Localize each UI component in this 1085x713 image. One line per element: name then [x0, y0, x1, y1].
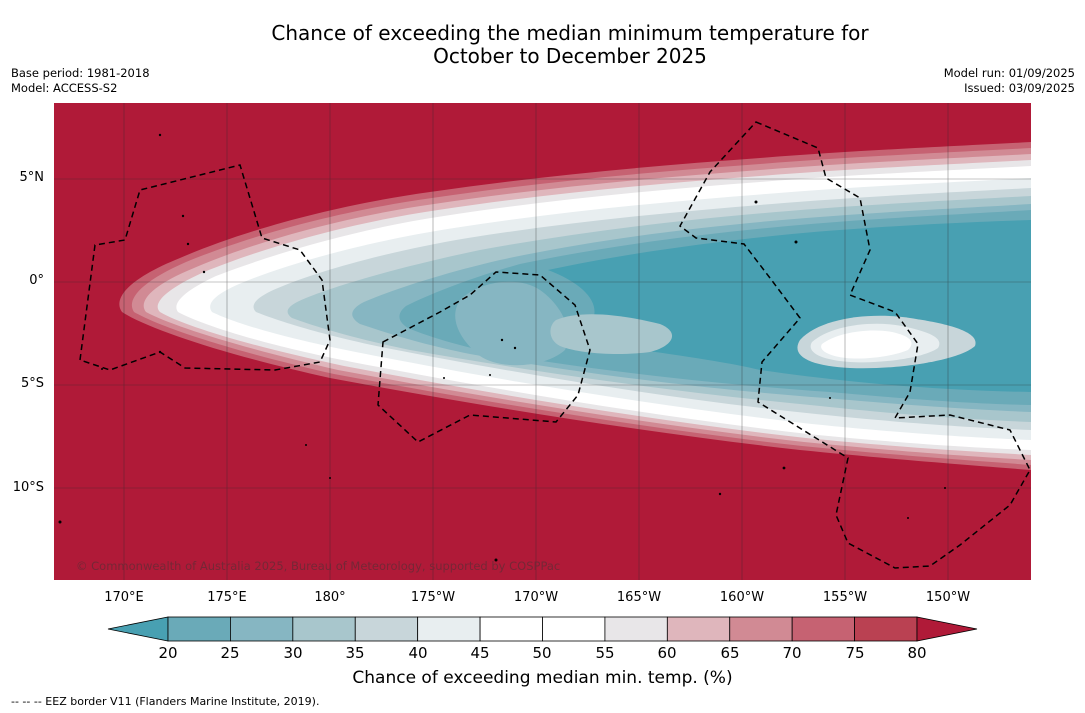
patch-central: [455, 281, 569, 366]
lon-label: 165°W: [616, 590, 662, 605]
colorbar-segment: [292, 616, 356, 642]
title-line-1: Chance of exceeding the median minimum t…: [271, 21, 869, 45]
lon-label: 180°: [314, 590, 346, 605]
colorbar-segment: [230, 616, 294, 642]
base-period: Base period: 1981-2018: [11, 66, 150, 80]
colorbar-tick: 55: [595, 644, 615, 662]
eez-border-central: [377, 271, 591, 443]
anomaly-patch-inner: [821, 330, 912, 359]
meta-left: Base period: 1981-2018 Model: ACCESS-S2: [11, 66, 150, 95]
copyright-notice: © Commonwealth of Australia 2025, Bureau…: [76, 559, 561, 573]
map-title: Chance of exceeding the median minimum t…: [0, 22, 1085, 68]
lon-label: 170°W: [513, 590, 559, 605]
colorbar-segment: [729, 616, 793, 642]
colorbar-tick: 80: [907, 644, 927, 662]
eez-border-east: [679, 121, 1031, 569]
colorbar-label: Chance of exceeding median min. temp. (%…: [352, 668, 733, 688]
colorbar-tick: 60: [657, 644, 677, 662]
colorbar-low-arrow: [107, 616, 169, 642]
colorbar-segment: [542, 616, 606, 642]
colorbar-tick: 25: [220, 644, 240, 662]
colorbar-tick: 65: [720, 644, 740, 662]
model-name: Model: ACCESS-S2: [11, 80, 118, 95]
meta-right: Model run: 01/09/2025 Issued: 03/09/2025: [944, 66, 1075, 95]
colorbar-segment: [479, 616, 543, 642]
issued-date: Issued: 03/09/2025: [964, 80, 1075, 95]
eez-border-west: [79, 164, 331, 371]
colorbar-segment: [417, 616, 481, 642]
graticule: [54, 103, 1031, 580]
colorbar-tick: 50: [532, 644, 552, 662]
lon-label: 175°W: [410, 590, 456, 605]
colorbar-tick: 20: [158, 644, 178, 662]
colorbar-tick: 75: [845, 644, 865, 662]
colorbar-segment: [791, 616, 855, 642]
colorbar-segment: [604, 616, 668, 642]
model-run: Model run: 01/09/2025: [943, 66, 1075, 80]
lon-label: 155°W: [822, 590, 868, 605]
lat-label: 5°N: [19, 170, 45, 185]
colorbar-tick: 45: [470, 644, 490, 662]
lat-label: 10°S: [12, 480, 44, 495]
colorbar-segment: [354, 616, 419, 642]
eez-borders: [79, 121, 1031, 569]
lon-label: 170°E: [104, 590, 144, 605]
eez-legend: -- -- -- EEZ border V11 (Flanders Marine…: [11, 695, 320, 708]
lon-label: 175°E: [207, 590, 247, 605]
colorbar-segment: [167, 616, 231, 642]
colorbar-high-arrow: [916, 616, 978, 642]
colorbar-tick: 40: [408, 644, 428, 662]
lat-label: 5°S: [20, 376, 44, 391]
islands: [58, 133, 946, 562]
colorbar-tick: 35: [345, 644, 365, 662]
colorbar-segments: [167, 616, 918, 642]
lon-label: 160°W: [719, 590, 765, 605]
lon-label: 150°W: [925, 590, 971, 605]
colorbar-tick: 30: [283, 644, 303, 662]
colorbar-segment: [854, 616, 918, 642]
colorbar-tick: 70: [782, 644, 802, 662]
lat-label: 0°: [29, 273, 44, 288]
colorbar-segment: [666, 616, 731, 642]
title-line-2: October to December 2025: [433, 44, 707, 68]
